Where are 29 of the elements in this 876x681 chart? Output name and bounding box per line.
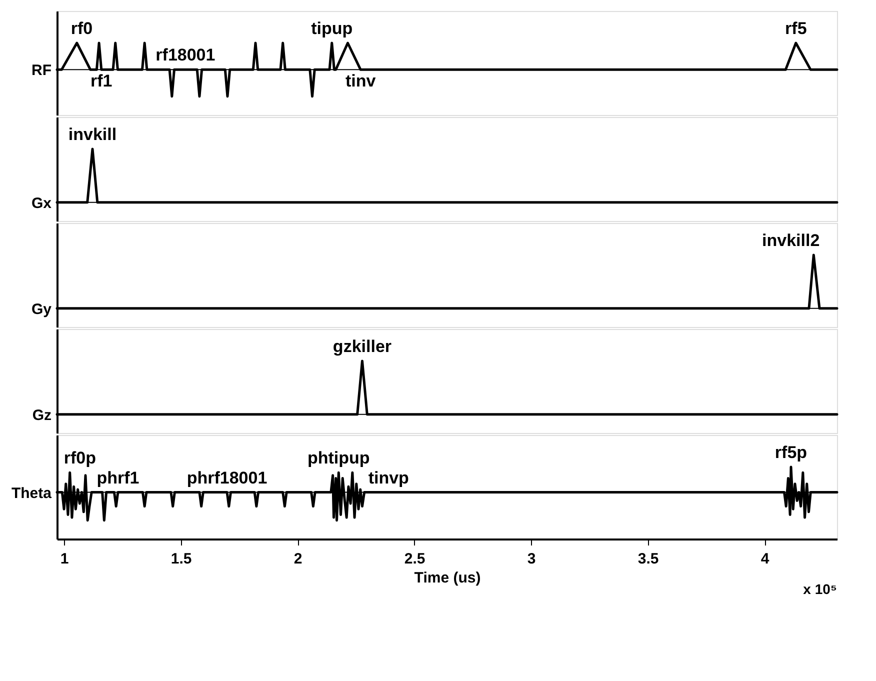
y-axis-title: RF bbox=[32, 62, 52, 80]
annotation: tinv bbox=[345, 72, 376, 91]
annotation: phtipup bbox=[307, 448, 370, 468]
x-tick-label: 1 bbox=[60, 550, 69, 568]
x-tick-label: 2 bbox=[294, 550, 302, 568]
annotation: tinvp bbox=[368, 468, 409, 488]
x-tick-label: 4 bbox=[760, 550, 770, 568]
y-axis-title: Gx bbox=[31, 194, 52, 212]
annotation: invkill2 bbox=[762, 231, 820, 250]
annotation: rf0p bbox=[64, 448, 96, 468]
x-tick-label: 3.5 bbox=[638, 550, 659, 568]
annotation: tipup bbox=[311, 19, 353, 38]
annotation: phrf1 bbox=[96, 468, 140, 488]
annotation: rf5p bbox=[774, 443, 808, 462]
annotation: rf1 bbox=[90, 72, 112, 91]
y-axis-title: Gy bbox=[31, 300, 52, 318]
x-tick-label: 3 bbox=[527, 550, 536, 568]
annotation: rf0 bbox=[70, 19, 93, 38]
text: x 10⁵ bbox=[803, 581, 837, 597]
annotation: rf18001 bbox=[156, 46, 216, 65]
y-axis-title: Theta bbox=[11, 484, 52, 502]
x-tick-label: 1.5 bbox=[170, 550, 192, 568]
y-axis-title: Gz bbox=[32, 406, 52, 424]
x-axis-title: Time (us) bbox=[414, 570, 481, 586]
annotation: invkill bbox=[68, 125, 117, 144]
annotation: rf5 bbox=[785, 19, 807, 38]
annotation: gzkiller bbox=[332, 337, 392, 356]
annotation: phrf18001 bbox=[186, 468, 268, 488]
x-tick-label: 2.5 bbox=[404, 550, 426, 568]
